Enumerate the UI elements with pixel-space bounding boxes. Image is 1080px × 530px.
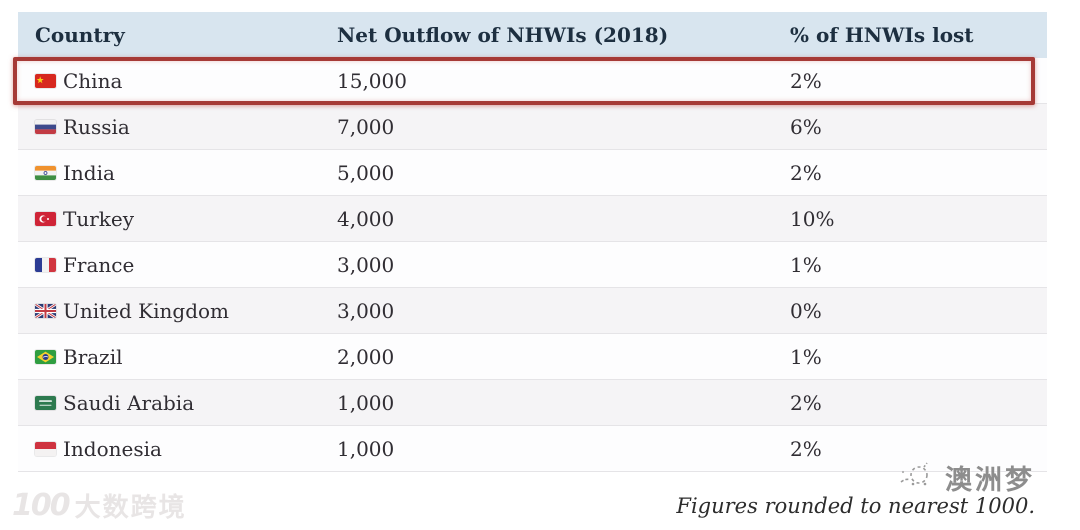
china-flag-icon: [35, 74, 56, 88]
pct-value: 2%: [790, 437, 1047, 461]
outflow-value: 4,000: [337, 207, 790, 231]
header-country: Country: [18, 23, 337, 47]
pct-value: 10%: [790, 207, 1047, 231]
table-row-russia: Russia 7,000 6%: [18, 104, 1047, 150]
outflow-value: 1,000: [337, 391, 790, 415]
table-row-united-kingdom: United Kingdom 3,000 0%: [18, 288, 1047, 334]
country-label: India: [63, 161, 115, 185]
outflow-value: 3,000: [337, 299, 790, 323]
outflow-value: 5,000: [337, 161, 790, 185]
country-label: Saudi Arabia: [63, 391, 194, 415]
outflow-value: 7,000: [337, 115, 790, 139]
country-label: Turkey: [63, 207, 134, 231]
pct-value: 1%: [790, 253, 1047, 277]
indonesia-flag-icon: [35, 442, 56, 456]
table-header-row: Country Net Outflow of NHWIs (2018) % of…: [18, 12, 1047, 58]
header-pct-lost: % of HNWIs lost: [790, 23, 1047, 47]
outflow-value: 1,000: [337, 437, 790, 461]
kangaroo-icon: [897, 460, 937, 496]
hnwi-outflow-table: Country Net Outflow of NHWIs (2018) % of…: [18, 12, 1047, 472]
country-label: Indonesia: [63, 437, 162, 461]
outflow-value: 15,000: [337, 69, 790, 93]
table-row-brazil: Brazil 2,000 1%: [18, 334, 1047, 380]
watermark-bottom-right: 澳洲梦: [897, 458, 1035, 497]
country-label: Brazil: [63, 345, 123, 369]
pct-value: 2%: [790, 69, 1047, 93]
france-flag-icon: [35, 258, 56, 272]
pct-value: 0%: [790, 299, 1047, 323]
table-row-indonesia: Indonesia 1,000 2%: [18, 426, 1047, 472]
brazil-flag-icon: [35, 350, 56, 364]
pct-value: 2%: [790, 391, 1047, 415]
russia-flag-icon: [35, 120, 56, 134]
pct-value: 1%: [790, 345, 1047, 369]
india-flag-icon: [35, 166, 56, 180]
country-label: Russia: [63, 115, 130, 139]
uk-flag-icon: [35, 304, 56, 318]
watermark-bottom-left: 100 大数跨境: [12, 487, 187, 524]
table-row-turkey: Turkey 4,000 10%: [18, 196, 1047, 242]
saudi-arabia-flag-icon: [35, 396, 56, 410]
turkey-flag-icon: [35, 212, 56, 226]
table-footnote: Figures rounded to nearest 1000.: [676, 494, 1035, 518]
country-label: France: [63, 253, 134, 277]
pct-value: 2%: [790, 161, 1047, 185]
table-row-france: France 3,000 1%: [18, 242, 1047, 288]
table-row-saudi-arabia: Saudi Arabia 1,000 2%: [18, 380, 1047, 426]
dashu-brand-text: 大数跨境: [75, 487, 187, 524]
country-label: China: [63, 69, 122, 93]
table-row-india: India 5,000 2%: [18, 150, 1047, 196]
header-net-outflow: Net Outflow of NHWIs (2018): [337, 23, 790, 47]
outflow-value: 2,000: [337, 345, 790, 369]
aozhou-brand-text: 澳洲梦: [945, 458, 1035, 497]
outflow-value: 3,000: [337, 253, 790, 277]
country-label: United Kingdom: [63, 299, 229, 323]
pct-value: 6%: [790, 115, 1047, 139]
table-row-china: China 15,000 2%: [18, 58, 1047, 104]
dashu-logo-icon: 100: [12, 488, 69, 523]
